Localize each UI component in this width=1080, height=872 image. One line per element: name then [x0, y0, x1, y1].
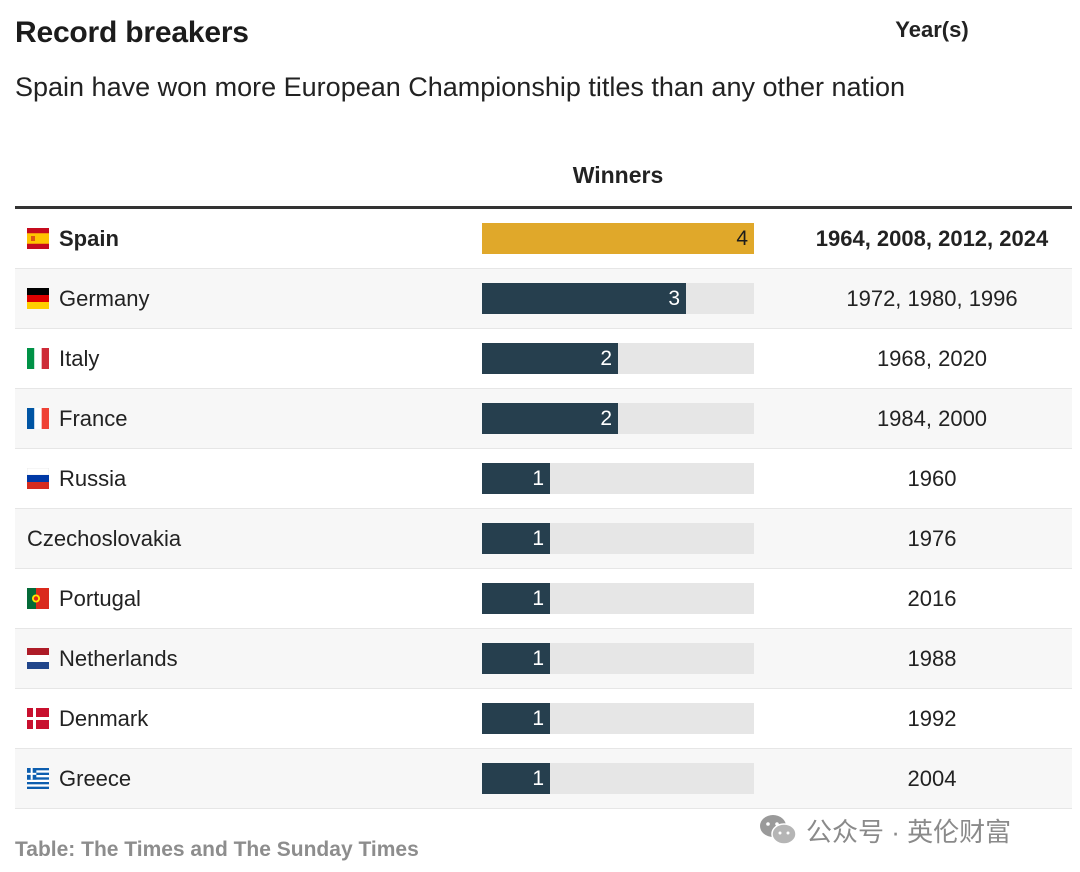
- table-row: Greece 1 2004: [15, 749, 1072, 809]
- bar-track: 1: [482, 703, 754, 734]
- bar-track: 1: [482, 643, 754, 674]
- bar-value-label: 1: [532, 767, 544, 790]
- bar: 1: [482, 583, 550, 614]
- country-name: Italy: [59, 346, 100, 371]
- years-cell: 1964, 2008, 2012, 2024: [815, 226, 1049, 251]
- winners-column-header: Winners: [572, 162, 664, 188]
- bar: 1: [482, 703, 550, 734]
- years-cell: 1968, 2020: [876, 346, 988, 371]
- bar: 4: [482, 223, 754, 254]
- table-row: Czechoslovakia 1 1976: [15, 509, 1072, 569]
- watermark: 公众号 · 英伦财富: [758, 810, 1011, 850]
- years-cell: 1992: [907, 706, 957, 731]
- country-name: Greece: [59, 766, 132, 791]
- country-name: Denmark: [59, 706, 149, 731]
- bar-value-label: 2: [600, 407, 612, 430]
- country-name: Germany: [59, 286, 150, 311]
- bar-track: 2: [482, 403, 754, 434]
- winners-table: Spain 4 1964, 2008, 2012, 2024 Germany 3 1972…: [15, 209, 1072, 809]
- bar-value-label: 1: [532, 647, 544, 670]
- country-name: Netherlands: [59, 646, 178, 671]
- bar-track: 1: [482, 523, 754, 554]
- bar-track: 1: [482, 583, 754, 614]
- table-row: France 2 1984, 2000: [15, 389, 1072, 449]
- chart-title: Record breakers: [15, 16, 249, 49]
- bar: 1: [482, 763, 550, 794]
- years-cell: 1960: [907, 466, 957, 491]
- country-name: Russia: [59, 466, 127, 491]
- france-flag-icon: [27, 408, 49, 429]
- chart-subtitle: Spain have won more European Championshi…: [15, 72, 906, 102]
- table-row: Germany 3 1972, 1980, 1996: [15, 269, 1072, 329]
- source-note: Table: The Times and The Sunday Times: [15, 838, 419, 861]
- bar: 3: [482, 283, 686, 314]
- bar-track: 1: [482, 463, 754, 494]
- years-cell: 1988: [907, 646, 957, 671]
- bar: 2: [482, 343, 618, 374]
- bar-track: 2: [482, 343, 754, 374]
- country-name: Czechoslovakia: [27, 526, 182, 551]
- bar-value-label: 1: [532, 527, 544, 550]
- bar-value-label: 3: [668, 287, 680, 310]
- russia-flag-icon: [27, 468, 49, 489]
- years-cell: 1984, 2000: [876, 406, 988, 431]
- country-name: Portugal: [59, 586, 141, 611]
- bar: 1: [482, 523, 550, 554]
- spain-flag-icon: [27, 228, 49, 249]
- bar: 2: [482, 403, 618, 434]
- watermark-text: 公众号 · 英伦财富: [806, 816, 1012, 847]
- table-row: Portugal 1 2016: [15, 569, 1072, 629]
- header-divider: [15, 206, 1072, 209]
- bar-track: 4: [482, 223, 754, 254]
- country-name: France: [59, 406, 128, 431]
- bar: 1: [482, 463, 550, 494]
- table-row: Spain 4 1964, 2008, 2012, 2024: [15, 209, 1072, 269]
- years-cell: 2004: [907, 766, 957, 791]
- years-cell: 2016: [907, 586, 957, 611]
- bar-value-label: 2: [600, 347, 612, 370]
- years-column-header: Year(s): [895, 17, 969, 42]
- bar-value-label: 1: [532, 467, 544, 490]
- table-row: Italy 2 1968, 2020: [15, 329, 1072, 389]
- portugal-flag-icon: [27, 588, 49, 609]
- bar-value-label: 1: [532, 587, 544, 610]
- netherlands-flag-icon: [27, 648, 49, 669]
- table-row: Netherlands 1 1988: [15, 629, 1072, 689]
- country-name: Spain: [59, 226, 119, 251]
- wechat-icon: [760, 815, 797, 845]
- bar-value-label: 1: [532, 707, 544, 730]
- table-row: Russia 1 1960: [15, 449, 1072, 509]
- bar-value-label: 4: [736, 227, 748, 250]
- greece-flag-icon: [27, 768, 49, 789]
- germany-flag-icon: [27, 288, 49, 309]
- bar-track: 1: [482, 763, 754, 794]
- bar: 1: [482, 643, 550, 674]
- years-cell: 1972, 1980, 1996: [846, 286, 1018, 311]
- years-cell: 1976: [907, 526, 957, 551]
- table-row: Denmark 1 1992: [15, 689, 1072, 749]
- bar-track: 3: [482, 283, 754, 314]
- denmark-flag-icon: [27, 708, 49, 729]
- italy-flag-icon: [27, 348, 49, 369]
